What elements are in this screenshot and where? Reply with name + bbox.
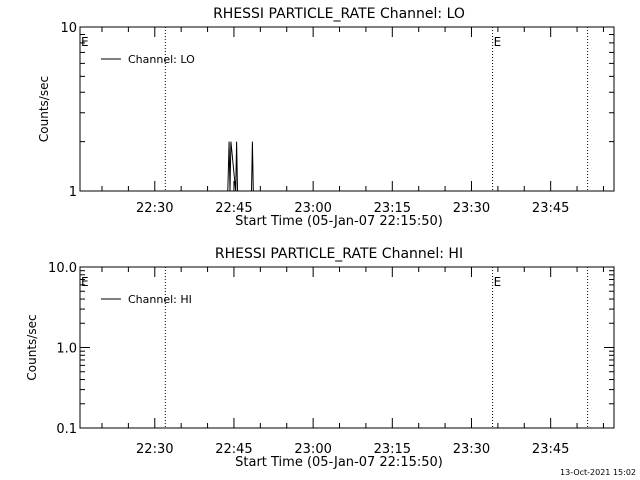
x-tick-label: 23:45 xyxy=(532,201,569,216)
chart-title: RHESSI PARTICLE_RATE Channel: HI xyxy=(215,246,463,262)
legend-entry: Channel: HI xyxy=(128,293,192,306)
legend-entry: Channel: LO xyxy=(128,53,195,66)
plot-frame xyxy=(79,26,615,192)
x-tick-label: 23:45 xyxy=(532,442,569,457)
x-tick-label: 23:15 xyxy=(374,201,411,216)
event-line-label: E xyxy=(494,35,502,49)
x-tick-label: 23:30 xyxy=(453,201,490,216)
x-tick-label: 22:45 xyxy=(215,442,252,457)
x-tick-label: 22:45 xyxy=(215,201,252,216)
start-event-marker: E xyxy=(81,275,89,289)
x-axis-label: Start Time (05-Jan-07 22:15:50) xyxy=(235,455,443,470)
x-tick-label: 22:30 xyxy=(136,201,173,216)
chart-panel-1: RHESSI PARTICLE_RATE Channel: LO Counts/s… xyxy=(37,6,615,229)
event-line-label: E xyxy=(494,275,502,289)
y-axis-label: Counts/sec xyxy=(25,314,39,380)
x-tick-label: 23:15 xyxy=(374,442,411,457)
start-event-marker: E xyxy=(81,35,89,49)
plot-frame xyxy=(79,266,615,429)
y-tick-label: 1 xyxy=(69,185,77,200)
series-line-1 xyxy=(227,141,254,192)
x-tick-label: 23:00 xyxy=(294,201,331,216)
y-axis-label: Counts/sec xyxy=(37,76,51,142)
x-tick-label: 23:30 xyxy=(453,442,490,457)
x-axis-label: Start Time (05-Jan-07 22:15:50) xyxy=(235,214,443,229)
chart-title: RHESSI PARTICLE_RATE Channel: LO xyxy=(213,6,465,22)
y-tick-label: 10 xyxy=(60,21,77,36)
x-tick-label: 23:00 xyxy=(294,442,331,457)
y-tick-label: 0.1 xyxy=(56,422,77,437)
y-tick-label: 10.0 xyxy=(48,261,77,276)
y-tick-label: 1.0 xyxy=(56,342,77,357)
x-tick-label: 22:30 xyxy=(136,442,173,457)
chart-panel-2: RHESSI PARTICLE_RATE Channel: HI Counts/s… xyxy=(25,246,615,470)
render-timestamp: 13-Oct-2021 15:02 xyxy=(560,468,636,477)
